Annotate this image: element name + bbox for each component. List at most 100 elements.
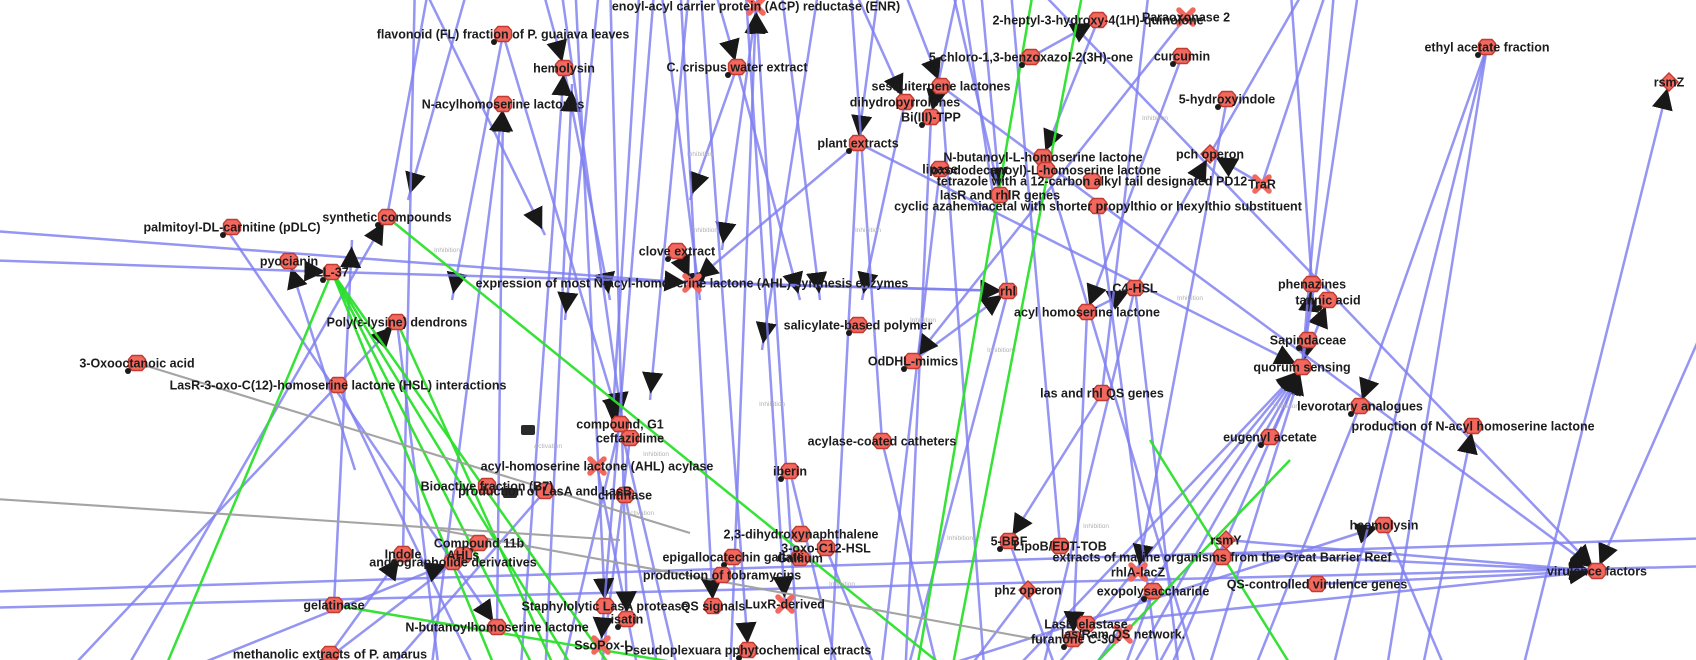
edge-interaction-label: Inhibition <box>1142 115 1168 122</box>
node-label: rhl <box>1000 285 1016 299</box>
graph-node[interactable] <box>746 0 766 16</box>
graph-node[interactable] <box>493 95 513 113</box>
graph-node[interactable] <box>1348 397 1370 418</box>
graph-node[interactable] <box>816 539 836 557</box>
graph-node[interactable] <box>1316 291 1338 312</box>
graph-node[interactable] <box>521 425 535 435</box>
graph-node[interactable] <box>846 134 868 155</box>
node-label: clove extract <box>639 245 716 259</box>
graph-node[interactable] <box>736 641 758 660</box>
edge-interaction-label: Inhibition <box>687 151 713 158</box>
graph-node[interactable] <box>919 108 941 129</box>
graph-node[interactable] <box>503 488 517 498</box>
graph-edge <box>912 16 1187 362</box>
graph-node[interactable] <box>703 597 723 615</box>
node-label: C. crispus water extract <box>666 61 808 75</box>
graph-node[interactable] <box>1141 582 1163 603</box>
graph-node[interactable] <box>997 532 1019 553</box>
graph-node[interactable] <box>554 59 574 77</box>
graph-node[interactable] <box>1475 38 1497 59</box>
graph-node[interactable] <box>930 160 950 178</box>
graph-node[interactable] <box>990 186 1010 204</box>
node-shape-icon <box>620 429 640 447</box>
graph-node[interactable] <box>1252 174 1272 194</box>
graph-node[interactable] <box>778 462 800 483</box>
graph-node[interactable] <box>1050 537 1070 555</box>
node-shape-icon <box>591 635 611 655</box>
graph-node[interactable] <box>895 93 915 111</box>
graph-node[interactable] <box>1587 562 1607 580</box>
graph-node[interactable] <box>1088 11 1108 29</box>
graph-node[interactable] <box>375 208 397 229</box>
graph-node[interactable] <box>391 545 413 566</box>
graph-node[interactable] <box>1061 630 1083 651</box>
graph-node[interactable] <box>1128 562 1148 582</box>
graph-node[interactable] <box>535 482 555 500</box>
graph-node[interactable] <box>1092 384 1112 402</box>
graph-node[interactable] <box>615 610 637 631</box>
node-label: SsoPox-I <box>574 639 628 653</box>
node-label: production of tobramycins <box>643 569 801 583</box>
graph-node[interactable] <box>1170 47 1192 68</box>
node-dot-icon <box>1170 61 1176 67</box>
graph-node[interactable] <box>595 597 615 615</box>
graph-node[interactable] <box>1212 548 1232 566</box>
node-label: LasB elastase <box>1044 618 1127 632</box>
graph-node[interactable] <box>328 376 348 394</box>
graph-node[interactable] <box>791 525 811 543</box>
graph-node[interactable] <box>846 316 868 337</box>
graph-node[interactable] <box>1036 161 1056 179</box>
graph-node[interactable] <box>443 553 463 571</box>
graph-node[interactable] <box>1018 580 1038 600</box>
graph-node[interactable] <box>320 263 342 284</box>
graph-node[interactable] <box>721 548 743 569</box>
graph-node[interactable] <box>710 566 732 587</box>
graph-node[interactable] <box>1088 197 1108 215</box>
graph-node[interactable] <box>1258 428 1280 449</box>
graph-node[interactable] <box>775 594 795 614</box>
graph-node[interactable] <box>1215 90 1237 111</box>
graph-node[interactable] <box>682 273 702 293</box>
graph-node[interactable] <box>1200 144 1220 164</box>
graph-node[interactable] <box>385 313 407 334</box>
graph-node[interactable] <box>665 242 687 263</box>
graph-node[interactable] <box>1659 72 1679 92</box>
graph-node[interactable] <box>1296 331 1318 352</box>
graph-node[interactable] <box>1374 516 1394 534</box>
graph-node[interactable] <box>1463 417 1483 435</box>
graph-node[interactable] <box>279 252 299 270</box>
graph-node[interactable] <box>998 282 1018 300</box>
graph-node[interactable] <box>1113 624 1133 644</box>
graph-node[interactable] <box>1082 172 1102 190</box>
graph-node[interactable] <box>725 58 747 79</box>
node-dot-icon <box>846 148 852 154</box>
graph-node[interactable] <box>1077 303 1097 321</box>
graph-edge <box>679 0 723 607</box>
graph-node[interactable] <box>1076 615 1096 633</box>
graph-node[interactable] <box>1302 275 1322 293</box>
graph-node[interactable] <box>125 354 147 375</box>
graph-edge <box>1063 311 1089 640</box>
graph-node[interactable] <box>1125 279 1145 297</box>
graph-node[interactable] <box>901 352 923 373</box>
graph-node[interactable] <box>587 456 607 476</box>
graph-node[interactable] <box>220 218 242 239</box>
graph-node[interactable] <box>324 596 344 614</box>
graph-node[interactable] <box>615 486 635 504</box>
black-node-icon <box>503 488 517 498</box>
graph-node[interactable] <box>477 477 497 495</box>
graph-node[interactable] <box>620 429 640 447</box>
graph-node[interactable] <box>931 77 951 95</box>
graph-node[interactable] <box>487 618 507 636</box>
node-label: production of N-acyl homoserine lactone <box>1351 420 1594 434</box>
graph-node[interactable] <box>1216 530 1236 550</box>
graph-node[interactable] <box>1019 48 1041 69</box>
graph-node[interactable] <box>872 432 892 450</box>
graph-node[interactable] <box>790 549 810 567</box>
graph-node[interactable] <box>491 25 513 46</box>
graph-node[interactable] <box>1292 358 1312 376</box>
graph-node[interactable] <box>591 635 611 655</box>
graph-node[interactable] <box>1307 575 1327 593</box>
graph-node[interactable] <box>1176 7 1196 27</box>
